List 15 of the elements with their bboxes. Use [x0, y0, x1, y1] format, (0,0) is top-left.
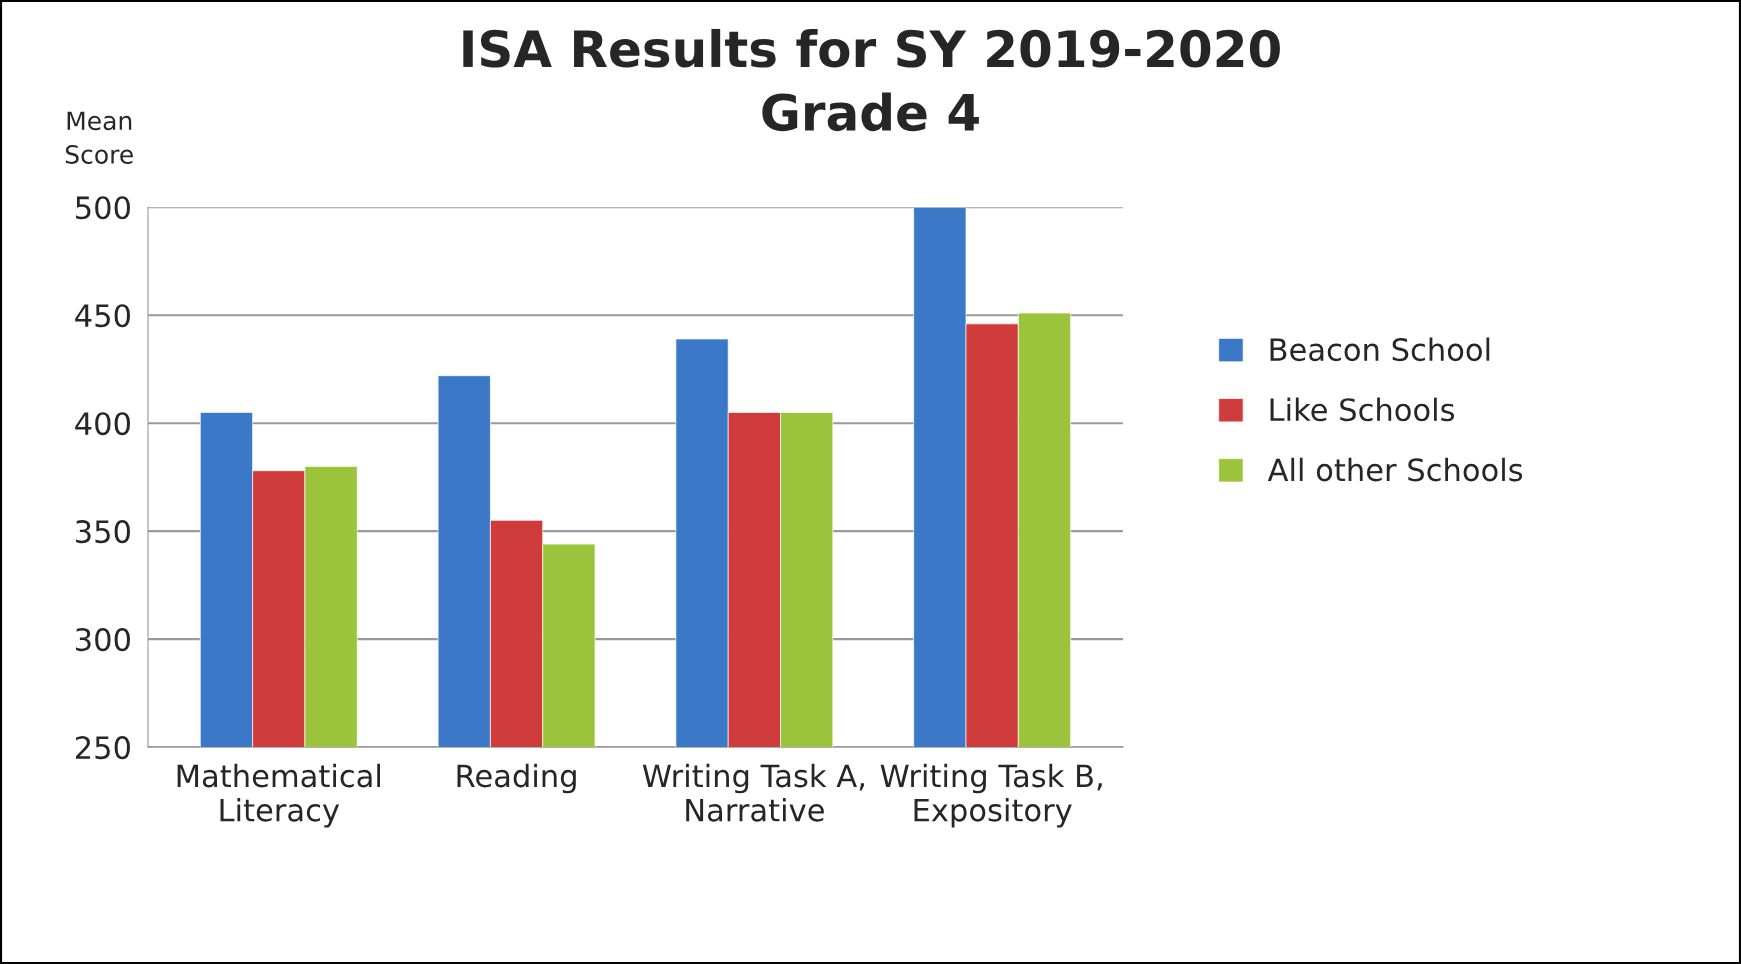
legend-label: All other Schools [1267, 457, 1523, 482]
y-tick-label: 400 [75, 412, 130, 436]
y-tick-label: 300 [76, 628, 130, 652]
y-tick-label: 450 [75, 304, 130, 328]
x-tick-label: Writing Task B, Expository [880, 763, 1102, 828]
legend-label: Beacon School [1270, 337, 1490, 362]
y-tick-label: 500 [76, 196, 130, 220]
y-tick-label: 250 [75, 736, 130, 760]
y-tick-label: 350 [76, 520, 130, 544]
x-tick-label: Reading [457, 763, 576, 794]
chart-title: ISA Results for SY 2019-2020 Grade 4 [463, 28, 1280, 132]
legend-label: Like Schools [1270, 397, 1455, 422]
y-axis-title: Mean Score [65, 111, 133, 164]
x-tick-label: Mathematical Literacy [177, 763, 381, 828]
x-tick-label: Writing Task A, Narrative [642, 763, 864, 822]
